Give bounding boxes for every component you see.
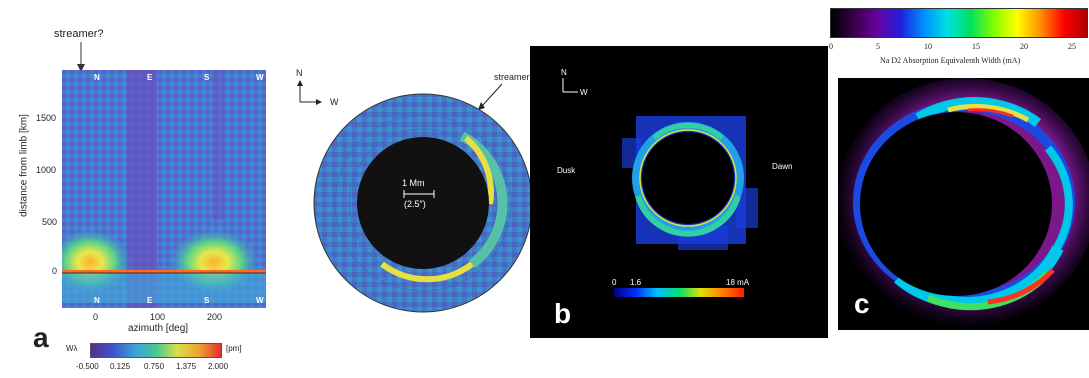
colorbar-b (614, 288, 744, 297)
ytick-0: 0 (52, 266, 58, 276)
xlabel-a: azimuth [deg] (128, 323, 189, 334)
cbar-tick-c-20: 20 (1020, 42, 1028, 51)
dir-top-s: S (204, 73, 210, 82)
dir-top-e: E (147, 73, 153, 82)
cbar-tick-a-2: 0.750 (144, 362, 165, 371)
colorbar-a (90, 343, 222, 358)
compass-w-disk: W (330, 97, 339, 107)
dir-top-n: N (94, 73, 100, 82)
dir-top-w: W (256, 73, 264, 82)
scale-sub-disk: (2.5″) (404, 199, 426, 209)
compass-arrows-b (562, 78, 578, 93)
cbar-label-c: Na D2 Absorption Equivalenth Width (mA) (880, 56, 1021, 65)
heatmap-a (62, 70, 266, 308)
cbar-tick-b-0: 0 (612, 278, 617, 287)
streamer-annotation-disk: streamer (494, 72, 530, 82)
cbar-tick-c-25: 25 (1068, 42, 1076, 51)
cbar-label-a: Wλ (66, 344, 78, 353)
panel-letter-c: c (854, 288, 870, 319)
streamer-annotation-a: streamer? (54, 28, 104, 40)
cbar-tick-a-1: 0.125 (110, 362, 131, 371)
dir-bottom-s: S (204, 296, 210, 305)
ytick-500: 500 (42, 217, 58, 227)
scale-label-disk: 1 Mm (402, 178, 425, 188)
crescent-c (838, 78, 1089, 326)
compass-arrows-disk (297, 80, 322, 105)
dir-bottom-e: E (147, 296, 153, 305)
scale-bar-disk (403, 190, 435, 198)
cbar-tick-a-0: -0.500 (76, 362, 99, 371)
cbar-tick-c-10: 10 (924, 42, 932, 51)
streamer-arrow-a (77, 42, 85, 72)
dir-bottom-n: N (94, 296, 100, 305)
xtick-200: 200 (207, 312, 223, 322)
dir-bottom-w: W (256, 296, 264, 305)
cbar-tick-a-3: 1.375 (176, 362, 197, 371)
cbar-tick-b-1: 1.6 (630, 278, 642, 287)
ytick-1000: 1000 (36, 165, 57, 175)
panel-c-image: c (838, 78, 1089, 330)
compass-n-b: N (561, 68, 567, 77)
panel-letter-a: a (33, 322, 49, 353)
cbar-tick-c-5: 5 (876, 42, 880, 51)
label-dusk: Dusk (557, 166, 576, 175)
ylabel-a: distance from limb [km] (18, 114, 30, 217)
cbar-tick-c-15: 15 (972, 42, 980, 51)
compass-n-disk: N (296, 68, 303, 78)
cbar-tick-c-0: 0 (829, 42, 833, 51)
compass-w-b: W (580, 88, 588, 97)
cbar-tick-a-4: 2.000 (208, 362, 229, 371)
cbar-unit-a: [pm] (226, 344, 242, 353)
ytick-1500: 1500 (36, 113, 57, 123)
ring-b (622, 116, 758, 250)
xtick-100: 100 (150, 312, 166, 322)
colorbar-c (830, 8, 1088, 38)
cbar-tick-b-2: 18 mA (726, 278, 750, 287)
xtick-0: 0 (93, 312, 99, 322)
annulus-disk (313, 93, 533, 313)
panel-letter-b: b (554, 298, 572, 329)
panel-b: N W Dusk Dawn 0 1.6 18 mA b (530, 46, 828, 338)
label-dawn: Dawn (772, 162, 793, 171)
streamer-arrow-disk (478, 83, 503, 110)
